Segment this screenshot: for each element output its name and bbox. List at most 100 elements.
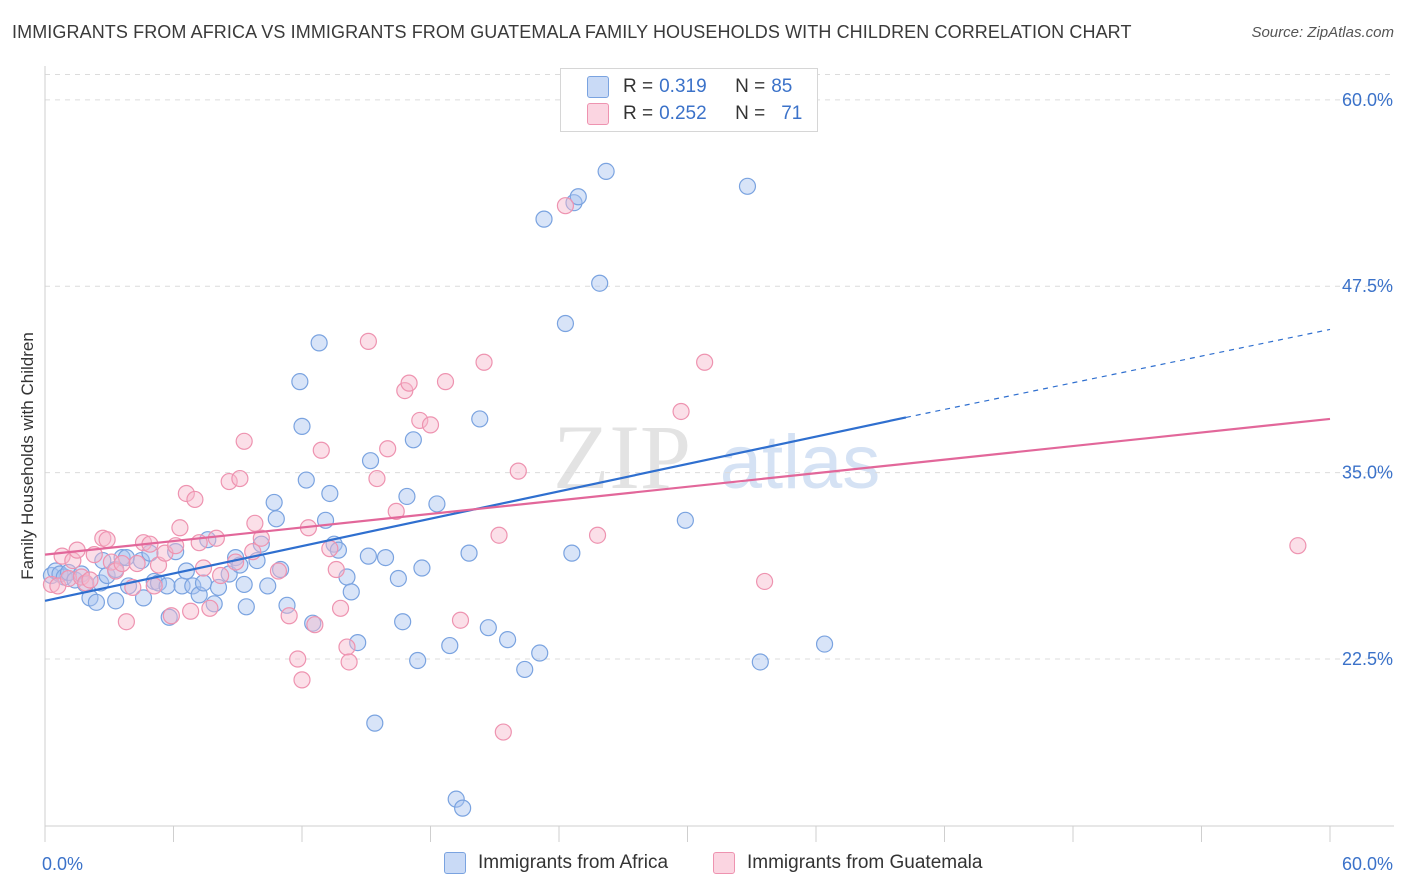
africa-n-value: 85 [771, 76, 793, 97]
axes [44, 66, 1394, 842]
y-tick-label: 35.0% [1342, 463, 1393, 483]
guatemala-r-value: 0.252 [659, 103, 707, 124]
n-label: N = [735, 103, 766, 124]
x-tick-label-max: 60.0% [1342, 854, 1393, 874]
africa-point [359, 547, 377, 565]
africa-point [404, 431, 422, 449]
africa-point [569, 188, 587, 206]
guatemala-point [98, 531, 116, 549]
guatemala-point [696, 353, 714, 371]
africa-point [107, 592, 125, 610]
africa-point [342, 583, 360, 601]
x-tick-label-min: 0.0% [42, 854, 83, 874]
tick-labels: 22.5% 35.0% 47.5% 60.0% 0.0% 60.0% [42, 90, 1393, 874]
n-label: N = [735, 76, 766, 97]
guatemala-point [117, 613, 135, 631]
africa-point [563, 544, 581, 562]
africa-trend-extension [905, 328, 1331, 419]
africa-point [531, 644, 549, 662]
africa-point [265, 493, 283, 512]
africa-point [676, 511, 694, 529]
guatemala-trend-line [44, 417, 1331, 556]
guatemala-legend-label: Immigrants from Guatemala [747, 852, 983, 873]
africa-point [597, 162, 615, 180]
source-label: Source: ZipAtlas.com [1251, 24, 1394, 41]
guatemala-point [1289, 537, 1307, 555]
guatemala-point [113, 554, 131, 573]
africa-point [479, 619, 497, 637]
guatemala-point [182, 602, 200, 620]
r-label: R = [623, 103, 654, 124]
guatemala-point [293, 671, 311, 689]
africa-legend-swatch [444, 852, 466, 874]
guatemala-point [421, 416, 440, 434]
africa-point [321, 484, 339, 503]
africa-point [167, 543, 185, 561]
africa-point [184, 577, 202, 595]
africa-point [428, 495, 446, 513]
africa-point [394, 613, 412, 631]
africa-point [267, 510, 285, 528]
guatemala-point [451, 611, 470, 629]
stats-legend: R = 0.319 N = 85 R = 0.252 N = 71 [560, 68, 818, 132]
africa-point [237, 598, 255, 616]
africa-point [194, 574, 213, 592]
africa-point [409, 651, 427, 670]
africa-point [751, 653, 769, 671]
africa-point [278, 596, 296, 614]
africa-legend-label: Immigrants from Africa [478, 852, 669, 873]
guatemala-point [321, 540, 339, 558]
guatemala-point [490, 526, 508, 544]
guatemala-point [246, 514, 264, 532]
africa-point [235, 575, 253, 594]
africa-point [499, 631, 517, 649]
y-axis-label: Family Households with Children [18, 332, 37, 580]
guatemala-point [331, 599, 350, 617]
africa-point [556, 314, 575, 333]
guatemala-point [280, 607, 298, 625]
africa-swatch [587, 76, 609, 98]
guatemala-point [494, 723, 512, 741]
trend-lines [44, 328, 1331, 602]
guatemala-point [212, 566, 230, 585]
guatemala-point [327, 560, 345, 579]
watermark-zip: ZIP [553, 406, 691, 508]
guatemala-point [81, 571, 99, 589]
guatemala-point [755, 572, 774, 591]
africa-point [310, 334, 328, 352]
chart-title: IMMIGRANTS FROM AFRICA VS IMMIGRANTS FRO… [12, 22, 1132, 42]
guatemala-point [220, 472, 238, 491]
guatemala-point [171, 519, 189, 537]
africa-point [591, 274, 609, 292]
data-points [42, 162, 1307, 817]
guatemala-point [400, 374, 418, 392]
guatemala-point [509, 462, 527, 480]
africa-point [366, 714, 384, 732]
guatemala-point [102, 553, 120, 571]
africa-point [98, 566, 116, 585]
guatemala-point [359, 332, 377, 350]
y-tick-label: 60.0% [1342, 90, 1393, 110]
guatemala-swatch [587, 103, 609, 125]
guatemala-point [128, 554, 146, 573]
legend-row-guatemala: R = 0.252 N = 71 [587, 102, 802, 126]
guatemala-point [269, 562, 288, 580]
guatemala-n-value: 71 [781, 103, 803, 124]
guatemala-point [312, 441, 330, 459]
africa-point [516, 660, 534, 679]
africa-point [141, 544, 159, 562]
legend-item-guatemala: Immigrants from Guatemala [713, 852, 982, 874]
africa-point [441, 636, 459, 655]
africa-point [291, 373, 309, 391]
legend-item-africa: Immigrants from Africa [444, 852, 668, 874]
guatemala-point [411, 411, 429, 430]
y-tick-label: 47.5% [1342, 276, 1393, 296]
guatemala-legend-swatch [713, 852, 735, 874]
r-label: R = [623, 76, 654, 97]
africa-point [447, 790, 465, 808]
guatemala-point [42, 575, 61, 594]
watermark-atlas: atlas [720, 420, 881, 505]
guatemala-point [588, 526, 607, 544]
africa-point [259, 577, 277, 595]
